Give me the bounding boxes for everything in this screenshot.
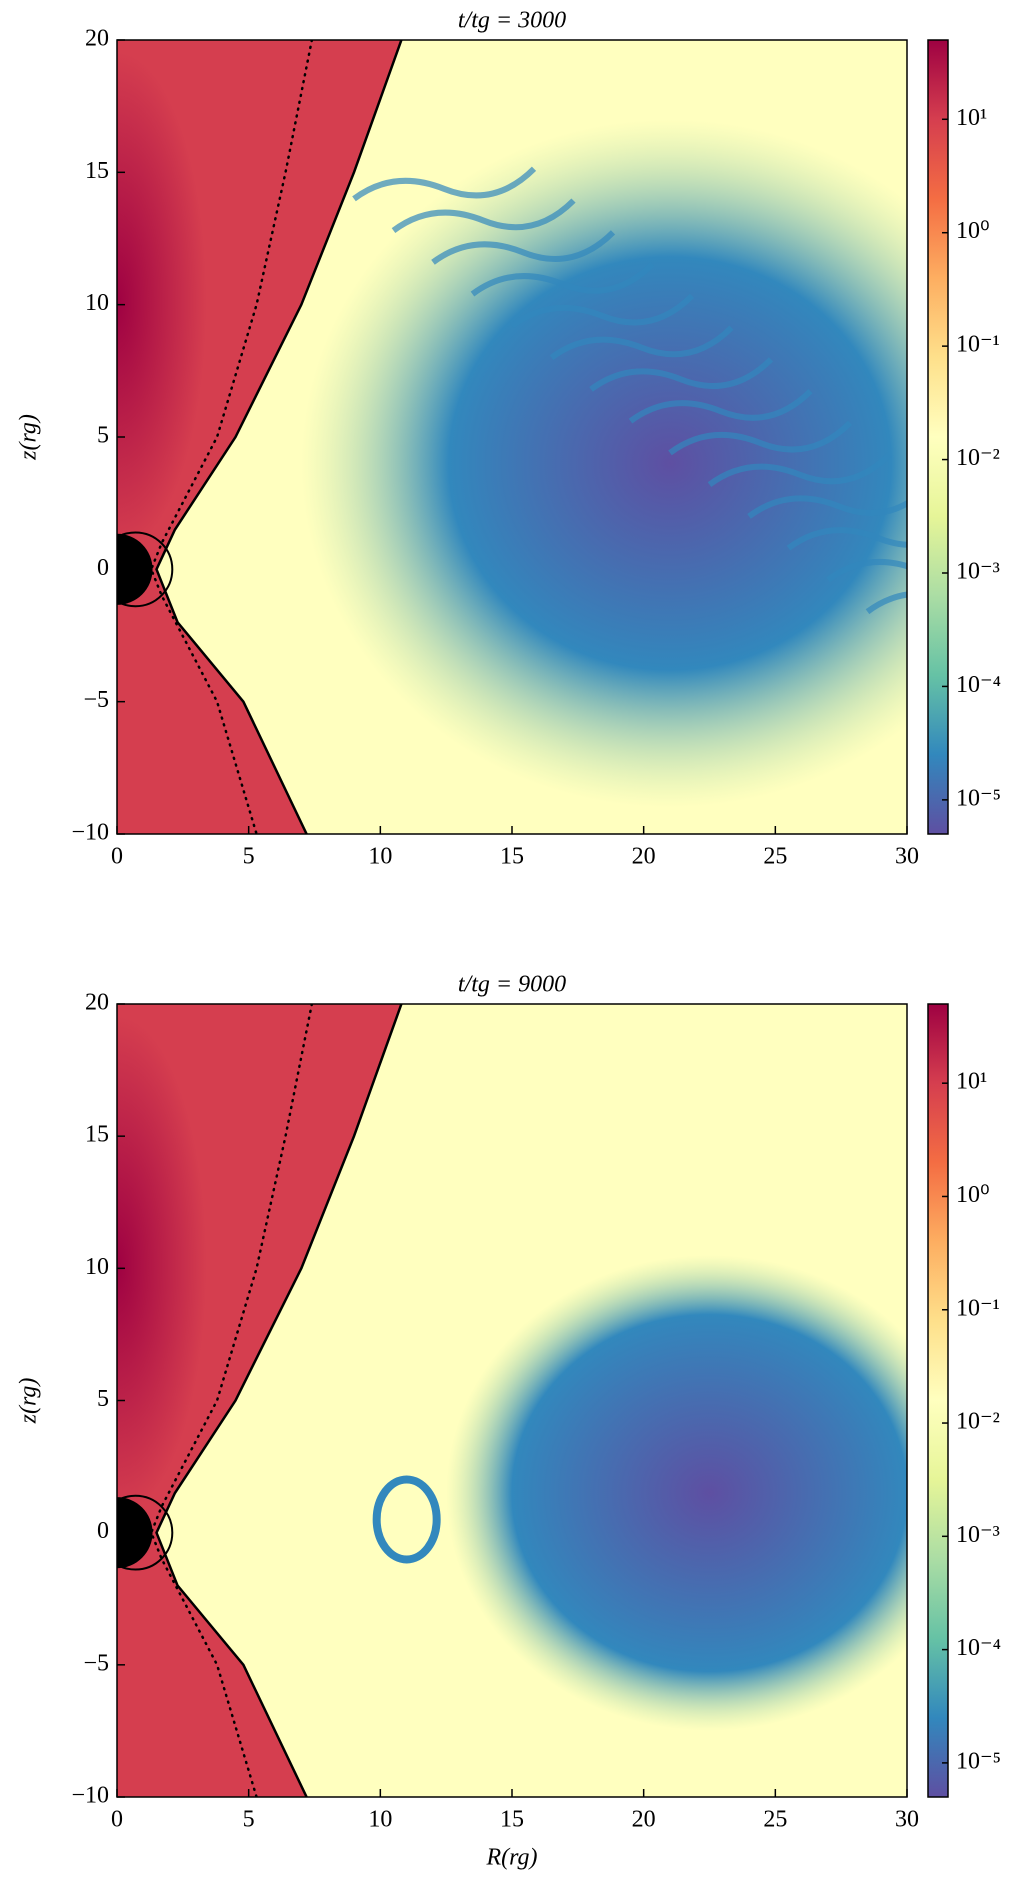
x-tick-label: 0 [111, 844, 123, 870]
y-tick-label: 15 [85, 1122, 109, 1148]
x-axis-label: R(rg) [485, 1845, 537, 1871]
colorbar [927, 1003, 949, 1798]
filament [549, 325, 734, 361]
y-tick-label: 0 [97, 555, 109, 581]
vortex [372, 1475, 441, 1564]
x-tick-label: 25 [763, 1807, 787, 1833]
colorbar-tick-label: 10¹ [956, 1069, 987, 1095]
x-tick-label: 15 [500, 1807, 524, 1833]
x-tick-label: 10 [368, 1807, 392, 1833]
colorbar-tick-label: 10⁻² [956, 445, 1000, 471]
filament [707, 452, 892, 488]
filament [865, 591, 907, 615]
colorbar [927, 39, 949, 835]
horizon-outline [117, 1494, 174, 1571]
dotted-boundary [149, 40, 314, 834]
black-hole [117, 533, 153, 605]
colorbar-tick-label: 10⁻¹ [956, 332, 1000, 358]
y-tick-label: 20 [85, 990, 109, 1016]
field [117, 1004, 907, 1797]
x-tick-label: 0 [111, 1807, 123, 1833]
turbulent-region [301, 119, 907, 808]
filament [431, 230, 616, 265]
filament [510, 293, 695, 329]
x-tick-label: 15 [500, 844, 524, 870]
x-tick-label: 30 [895, 1807, 919, 1833]
x-tick-label: 10 [368, 844, 392, 870]
colorbar-tick-label: 10⁻⁵ [956, 785, 1001, 811]
chart-title: t/tg = 3000 [458, 8, 566, 34]
colorbar-tick-label: 10⁻³ [956, 558, 1000, 584]
horizon-outline [117, 531, 174, 608]
colorbar-tick-label: 10⁻⁵ [956, 1748, 1001, 1774]
filament [628, 388, 813, 424]
y-tick-label: −5 [83, 687, 109, 713]
filament [470, 261, 655, 297]
filament [747, 495, 907, 519]
y-tick-label: 10 [85, 1254, 109, 1280]
filament [352, 166, 537, 202]
dotted-boundary [149, 1004, 314, 1797]
x-tick-label: 5 [243, 844, 255, 870]
chart-title: t/tg = 9000 [458, 972, 566, 998]
y-tick-label: −10 [71, 1783, 109, 1809]
colorbar-tick-label: 10⁰ [956, 218, 990, 244]
funnel-boundary [155, 40, 403, 834]
filament [826, 558, 907, 583]
x-tick-label: 25 [763, 844, 787, 870]
colorbar-tick-label: 10⁻³ [956, 1522, 1000, 1548]
y-tick-label: 5 [97, 1386, 109, 1412]
x-tick-label: 30 [895, 844, 919, 870]
y-tick-label: 15 [85, 158, 109, 184]
y-tick-label: 5 [97, 423, 109, 449]
field [117, 40, 907, 834]
y-axis-label: z(rg) [16, 1378, 42, 1425]
y-tick-label: −10 [71, 820, 109, 846]
filament [589, 357, 774, 392]
filament [391, 198, 576, 233]
colorbar-tick-label: 10⁻² [956, 1409, 1000, 1435]
y-tick-label: 0 [97, 1518, 109, 1544]
y-axis-label: z(rg) [16, 414, 42, 461]
x-tick-label: 20 [632, 1807, 656, 1833]
y-tick-label: 20 [85, 26, 109, 52]
colorbar-tick-label: 10⁻⁴ [956, 1635, 1001, 1661]
x-tick-label: 5 [243, 1807, 255, 1833]
turbulent-region [446, 1255, 907, 1731]
y-tick-label: −5 [83, 1650, 109, 1676]
colorbar-tick-label: 10⁻⁴ [956, 672, 1001, 698]
x-tick-label: 20 [632, 844, 656, 870]
y-tick-label: 10 [85, 290, 109, 316]
black-hole [117, 1497, 153, 1569]
colorbar-tick-label: 10⁻¹ [956, 1295, 1000, 1321]
filament [668, 420, 853, 456]
funnel-boundary [155, 1004, 403, 1797]
colorbar-tick-label: 10⁰ [956, 1182, 990, 1208]
filament [786, 527, 907, 551]
colorbar-tick-label: 10¹ [956, 105, 987, 131]
